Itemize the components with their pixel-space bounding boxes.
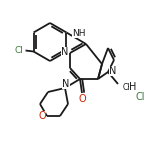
Text: N: N xyxy=(62,79,70,89)
Text: N: N xyxy=(109,66,117,76)
Text: O: O xyxy=(38,111,46,121)
Text: O: O xyxy=(78,94,86,104)
Text: Cl: Cl xyxy=(14,46,23,55)
Text: CH₃: CH₃ xyxy=(123,83,137,92)
Text: N: N xyxy=(61,47,69,57)
Text: NH: NH xyxy=(73,29,86,38)
Text: H: H xyxy=(129,82,137,92)
Text: Cl: Cl xyxy=(135,92,145,102)
